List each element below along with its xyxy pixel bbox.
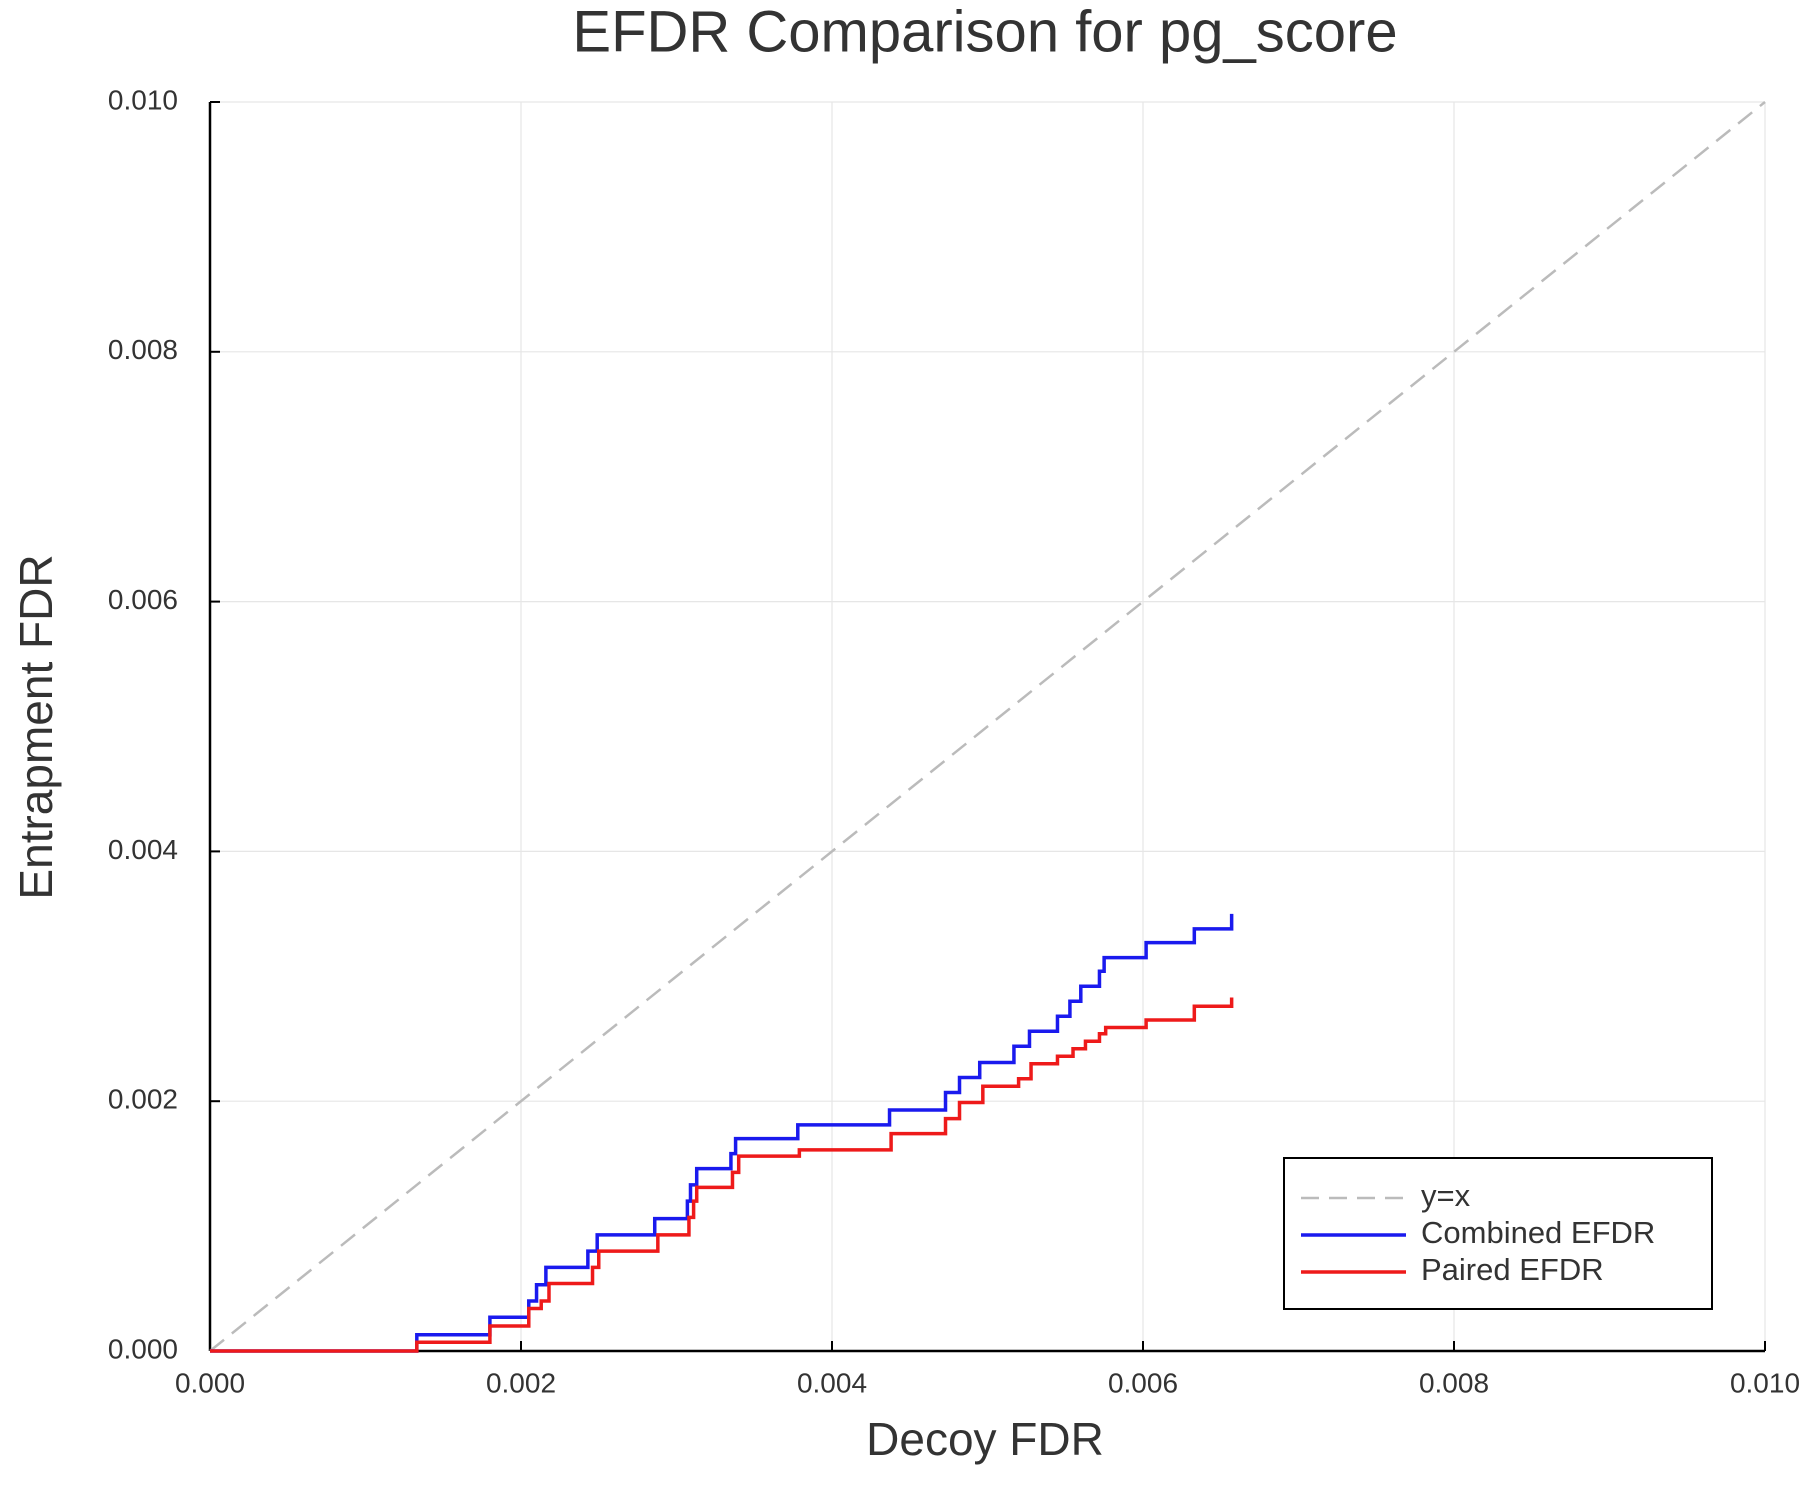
legend-label: Paired EFDR	[1421, 1252, 1604, 1287]
x-tick-label: 0.010	[1730, 1367, 1800, 1398]
legend-label: y=x	[1421, 1178, 1471, 1213]
y-axis-label: Entrapment FDR	[10, 554, 62, 899]
x-tick-label: 0.000	[175, 1367, 245, 1398]
chart-title: EFDR Comparison for pg_score	[572, 0, 1397, 64]
line-series	[210, 913, 1234, 1353]
x-tick-label: 0.002	[486, 1367, 556, 1398]
y-tick-label: 0.006	[108, 584, 178, 615]
x-tick-label: 0.006	[1108, 1367, 1178, 1398]
y-tick-label: 0.000	[108, 1333, 178, 1364]
x-axis-label: Decoy FDR	[866, 1413, 1104, 1465]
line-series	[209, 101, 1766, 1352]
legend-label: Combined EFDR	[1421, 1215, 1655, 1250]
y-tick-label: 0.008	[108, 334, 178, 365]
y-tick-label: 0.002	[108, 1084, 178, 1115]
x-tick-label: 0.004	[797, 1367, 867, 1398]
y-tick-label: 0.004	[108, 834, 178, 865]
y-tick-label: 0.010	[108, 84, 178, 115]
line-series	[210, 997, 1234, 1353]
x-tick-label: 0.008	[1419, 1367, 1489, 1398]
